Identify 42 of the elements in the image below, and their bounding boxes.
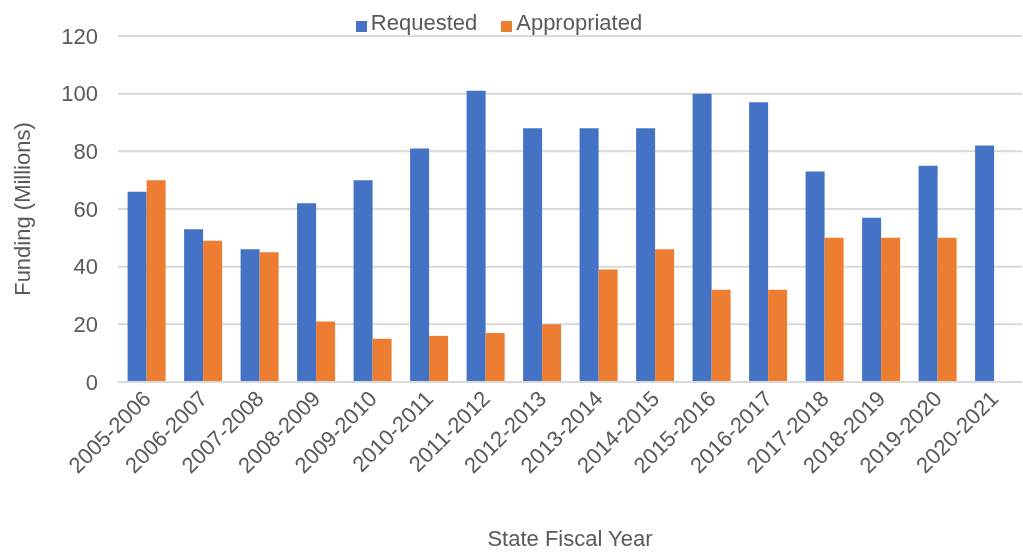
y-tick-label: 120 xyxy=(61,23,98,49)
y-tick-label: 60 xyxy=(73,196,98,222)
legend-label: Requested xyxy=(370,10,478,35)
legend-label: Appropriated xyxy=(516,10,643,35)
bar xyxy=(523,128,543,382)
y-tick-label: 100 xyxy=(61,81,98,107)
bar xyxy=(316,321,336,382)
y-tick-label: 20 xyxy=(73,312,98,338)
bar xyxy=(937,237,957,382)
bar xyxy=(259,252,279,382)
bar xyxy=(466,90,486,382)
bar xyxy=(636,128,656,382)
bar xyxy=(353,180,373,382)
bar xyxy=(692,93,712,382)
bar xyxy=(127,191,147,382)
bar xyxy=(749,102,769,382)
bar xyxy=(485,332,505,382)
bar xyxy=(240,249,260,382)
bar xyxy=(598,269,618,382)
y-tick-label: 0 xyxy=(85,369,98,395)
bar xyxy=(203,240,223,382)
bar xyxy=(862,217,882,382)
bar xyxy=(655,249,675,382)
bar xyxy=(410,148,430,382)
bar xyxy=(297,203,317,382)
bar xyxy=(918,165,938,382)
bar xyxy=(881,237,901,382)
x-axis-title: State Fiscal Year xyxy=(487,526,653,551)
bar xyxy=(824,237,844,382)
bar xyxy=(146,180,166,382)
bar xyxy=(579,128,599,382)
y-tick-label: 40 xyxy=(73,254,98,280)
bar xyxy=(805,171,825,382)
bar xyxy=(542,324,562,382)
y-tick-label: 80 xyxy=(73,139,98,165)
bar xyxy=(184,229,204,382)
bar xyxy=(975,145,995,382)
bar xyxy=(429,335,449,382)
bar xyxy=(768,289,788,382)
y-axis-title: Funding (Millions) xyxy=(9,122,35,296)
bar xyxy=(372,338,392,382)
bar xyxy=(711,289,731,382)
